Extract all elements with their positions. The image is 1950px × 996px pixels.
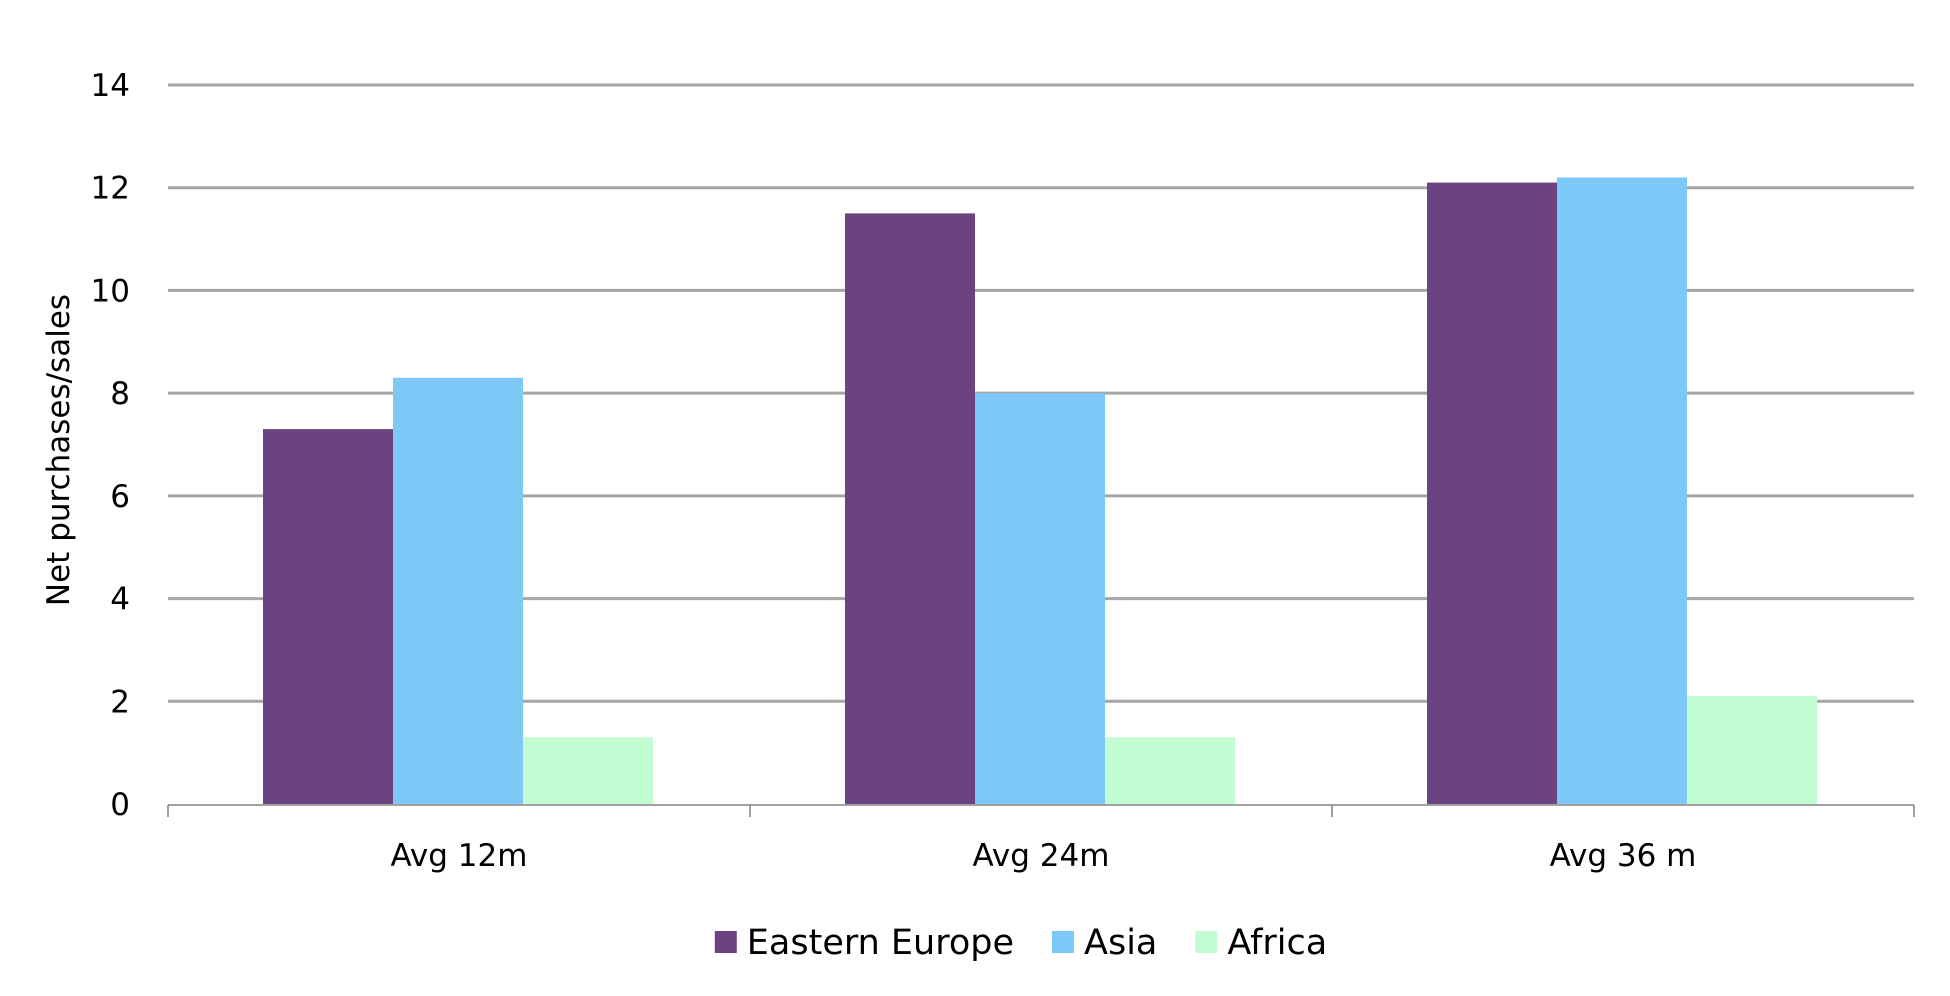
bar-africa — [1105, 737, 1235, 804]
y-axis-title: Net purchases/sales — [41, 294, 77, 606]
y-tick-label: 12 — [91, 171, 130, 207]
legend-item: Eastern Europe — [714, 923, 1014, 963]
bar-asia — [393, 377, 523, 804]
bar-eastern-europe — [845, 213, 975, 805]
y-tick-label: 2 — [110, 684, 130, 720]
y-tick-labels: 0 2 4 6 8 10 12 14 — [91, 68, 130, 823]
bar-asia — [975, 393, 1105, 804]
x-axis — [167, 804, 1915, 817]
legend-label: Africa — [1227, 923, 1327, 963]
legend-swatch — [1052, 931, 1075, 953]
y-tick-label: 6 — [110, 479, 130, 515]
y-tick-label: 4 — [110, 582, 130, 618]
legend-swatch — [714, 931, 737, 953]
legend-swatch — [1195, 931, 1218, 953]
x-category-labels: Avg 12m Avg 24m Avg 36 m — [391, 838, 1697, 874]
legend-item: Asia — [1052, 923, 1157, 963]
bar-africa — [523, 737, 653, 804]
bar-africa — [1687, 696, 1817, 804]
bar-asia — [1557, 177, 1687, 804]
bar-eastern-europe — [1427, 182, 1557, 805]
y-tick-label: 0 — [110, 787, 130, 823]
bars — [263, 177, 1817, 805]
x-category-label: Avg 12m — [391, 838, 528, 874]
y-tick-label: 14 — [91, 68, 130, 104]
bar-eastern-europe — [263, 429, 393, 804]
x-category-label: Avg 36 m — [1550, 838, 1697, 874]
y-tick-label: 10 — [91, 273, 130, 309]
legend-item: Africa — [1195, 923, 1327, 963]
legend: Eastern Europe Asia Africa — [714, 923, 1327, 963]
legend-label: Eastern Europe — [747, 923, 1014, 963]
y-tick-label: 8 — [110, 376, 130, 412]
legend-label: Asia — [1084, 923, 1157, 963]
x-category-label: Avg 24m — [973, 838, 1110, 874]
